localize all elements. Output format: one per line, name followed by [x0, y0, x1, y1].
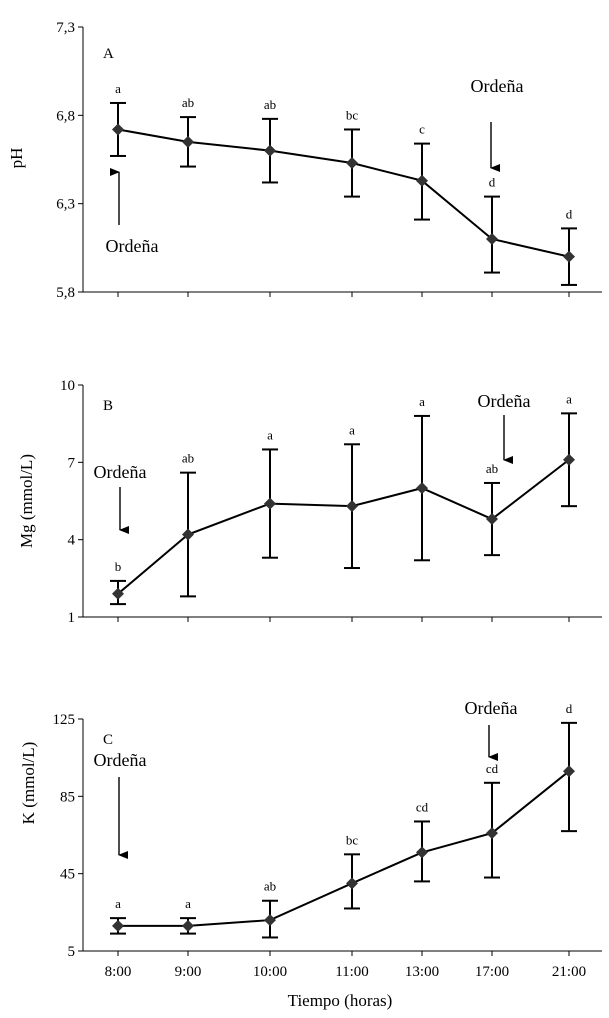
panel-c-label: C: [103, 732, 113, 748]
y-tick-label: 85: [60, 789, 75, 805]
panel-b-annotation-2: Ordeña: [478, 391, 531, 411]
data-point: [182, 528, 194, 541]
data-point: [264, 497, 276, 510]
significance-letter: cd: [486, 761, 499, 776]
y-tick-label: 7: [68, 455, 76, 471]
x-tick-label: 9:00: [175, 964, 202, 980]
significance-letter: d: [566, 701, 573, 716]
significance-letter: c: [419, 122, 425, 137]
significance-letter: d: [489, 175, 496, 190]
significance-letter: ab: [182, 95, 194, 110]
significance-letter: bc: [346, 832, 359, 847]
panel-b-plot: 1 4 7 10 b ab a a a ab a: [60, 378, 602, 626]
significance-letter: a: [267, 427, 273, 442]
y-tick-label: 1: [68, 610, 76, 626]
significance-letter: ab: [264, 97, 276, 112]
y-tick-label: 4: [68, 533, 76, 549]
x-tick-label: 17:00: [475, 964, 509, 980]
data-point: [563, 250, 575, 263]
data-point: [416, 846, 428, 859]
data-point: [112, 123, 124, 136]
significance-letter: ab: [486, 461, 498, 476]
data-point: [346, 500, 358, 513]
panel-c-annotation-2: Ordeña: [465, 698, 518, 718]
y-tick-label: 6,8: [56, 108, 75, 124]
significance-letter: b: [115, 559, 122, 574]
panel-a-annotation-1: Ordeña: [106, 236, 159, 256]
y-tick-label: 5,8: [56, 285, 75, 301]
series-line: [117, 458, 570, 595]
data-point: [264, 914, 276, 927]
panel-c-plot: 5 45 85 125 8:00 9:00 10:00 11:00 13:00 17:00 21:0…: [53, 701, 602, 980]
significance-letter: a: [419, 394, 425, 409]
y-tick-label: 6,3: [56, 197, 75, 213]
panel-a-annotation-2: Ordeña: [471, 76, 524, 96]
data-point: [486, 513, 498, 526]
panel-c-ylabel: K (mmol/L): [19, 742, 38, 825]
data-point: [486, 233, 498, 245]
x-tick-label: 8:00: [105, 964, 132, 980]
panel-c-annotation-1: Ordeña: [94, 750, 147, 770]
panel-b-annotation-1: Ordeña: [94, 462, 147, 482]
data-point: [264, 144, 276, 157]
y-tick-label: 10: [60, 378, 75, 394]
y-tick-label: 5: [68, 944, 76, 960]
significance-letter: bc: [346, 107, 359, 122]
panel-c: 5 45 85 125 8:00 9:00 10:00 11:00 13:00 17:00 21:0…: [19, 698, 602, 1010]
significance-letter: a: [185, 896, 191, 911]
significance-letter: a: [115, 81, 121, 96]
x-tick-label: 21:00: [552, 964, 586, 980]
significance-letter: a: [566, 391, 572, 406]
x-tick-label: 10:00: [253, 964, 287, 980]
data-point: [416, 482, 428, 495]
data-point: [112, 919, 124, 932]
series-line: [117, 128, 570, 258]
y-tick-label: 125: [53, 712, 76, 728]
significance-letter: a: [349, 422, 355, 437]
significance-letter: ab: [182, 451, 194, 466]
y-tick-label: 7,3: [56, 20, 75, 36]
panel-b-ylabel: Mg (mmol/L): [17, 454, 36, 548]
y-tick-label: 45: [60, 867, 75, 883]
significance-letter: d: [566, 206, 573, 221]
data-point: [563, 453, 575, 466]
data-point: [182, 135, 194, 148]
data-point: [416, 174, 428, 187]
panel-b-label: B: [103, 398, 113, 414]
panel-a-ylabel: pH: [7, 148, 26, 169]
data-point: [182, 919, 194, 932]
panel-a-plot: 5,8 6,3 6,8 7,3 a ab ab bc c d d: [56, 20, 602, 301]
data-point: [563, 765, 575, 778]
significance-letter: a: [115, 896, 121, 911]
significance-letter: ab: [264, 879, 276, 894]
significance-letter: cd: [416, 799, 429, 814]
x-tick-label: 13:00: [405, 964, 439, 980]
data-point: [346, 157, 358, 170]
data-point: [486, 827, 498, 840]
x-tick-label: 11:00: [335, 964, 369, 980]
panel-b: 1 4 7 10 b ab a a a ab a B Mg (mmol/L) Ordeña Orde…: [17, 378, 602, 626]
data-point: [346, 877, 358, 890]
panel-a-label: A: [103, 46, 114, 62]
data-point: [112, 587, 124, 600]
panel-a: 5,8 6,3 6,8 7,3 a ab ab bc c d d A pH Ordeña Ordeñ…: [7, 20, 602, 301]
x-axis-title: Tiempo (horas): [288, 991, 393, 1010]
